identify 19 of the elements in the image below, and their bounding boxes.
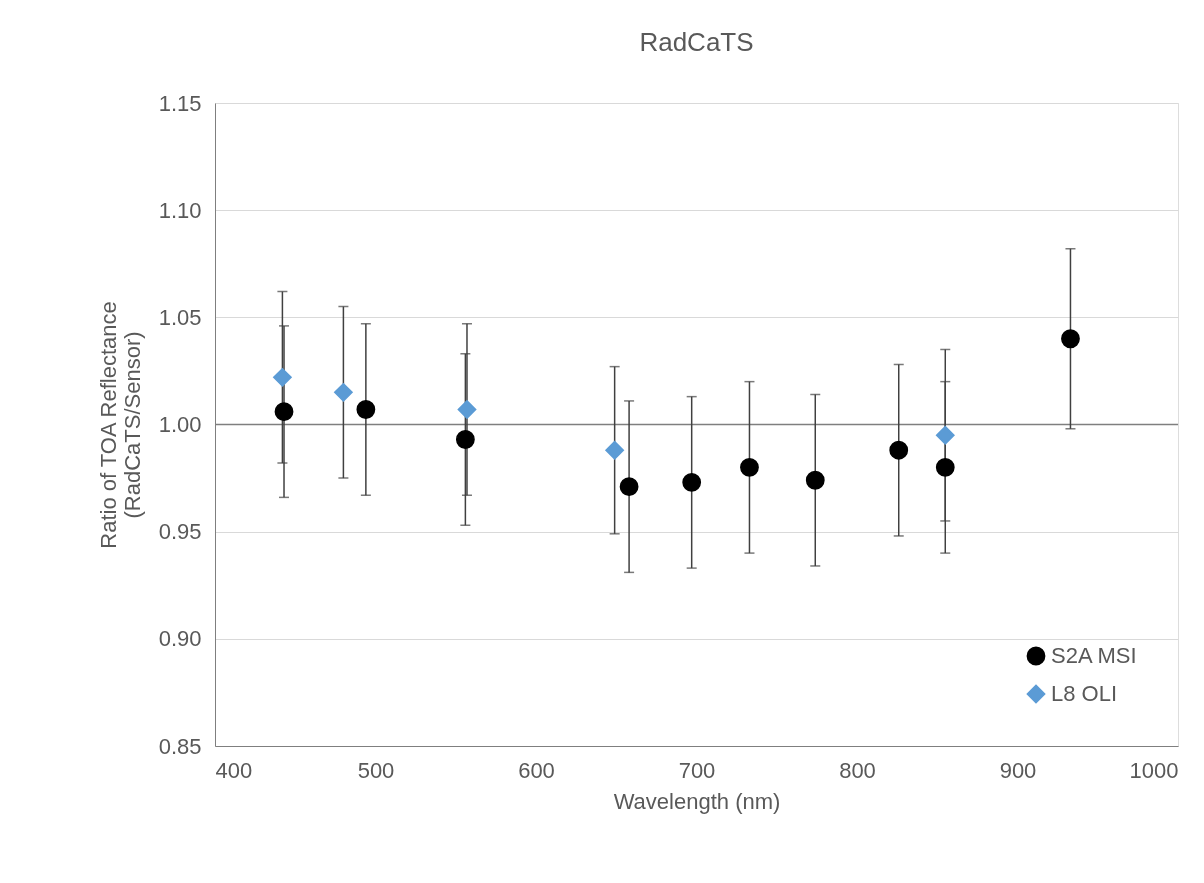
y-tick-label: 0.90 bbox=[158, 626, 202, 652]
x-tick-label: 400 bbox=[215, 757, 253, 783]
x-axis-title: Wavelength (nm) bbox=[613, 788, 781, 814]
x-tick-label: 700 bbox=[678, 757, 716, 783]
legend-label: L8 OLI bbox=[1051, 681, 1118, 706]
x-tick-label: 1000 bbox=[1129, 757, 1179, 783]
y-tick-label: 0.85 bbox=[158, 733, 202, 759]
y-tick-label: 1.00 bbox=[158, 412, 202, 437]
legend-label: S2A MSI bbox=[1051, 643, 1137, 668]
x-tick-label: 500 bbox=[357, 757, 395, 783]
x-tick-label: 600 bbox=[518, 757, 555, 783]
chart-title: RadCaTS bbox=[639, 27, 754, 57]
y-tick-label: 1.10 bbox=[158, 197, 202, 223]
y-tick-label: 1.15 bbox=[158, 90, 202, 116]
y-tick-label: 0.95 bbox=[158, 519, 202, 545]
x-tick-label: 800 bbox=[839, 757, 876, 783]
y-axis-title: Ratio of TOA Reflectance (RadCaTS/Sensor) bbox=[95, 301, 145, 549]
y-tick-label: 1.05 bbox=[158, 304, 202, 330]
x-tick-label: 900 bbox=[999, 757, 1037, 783]
